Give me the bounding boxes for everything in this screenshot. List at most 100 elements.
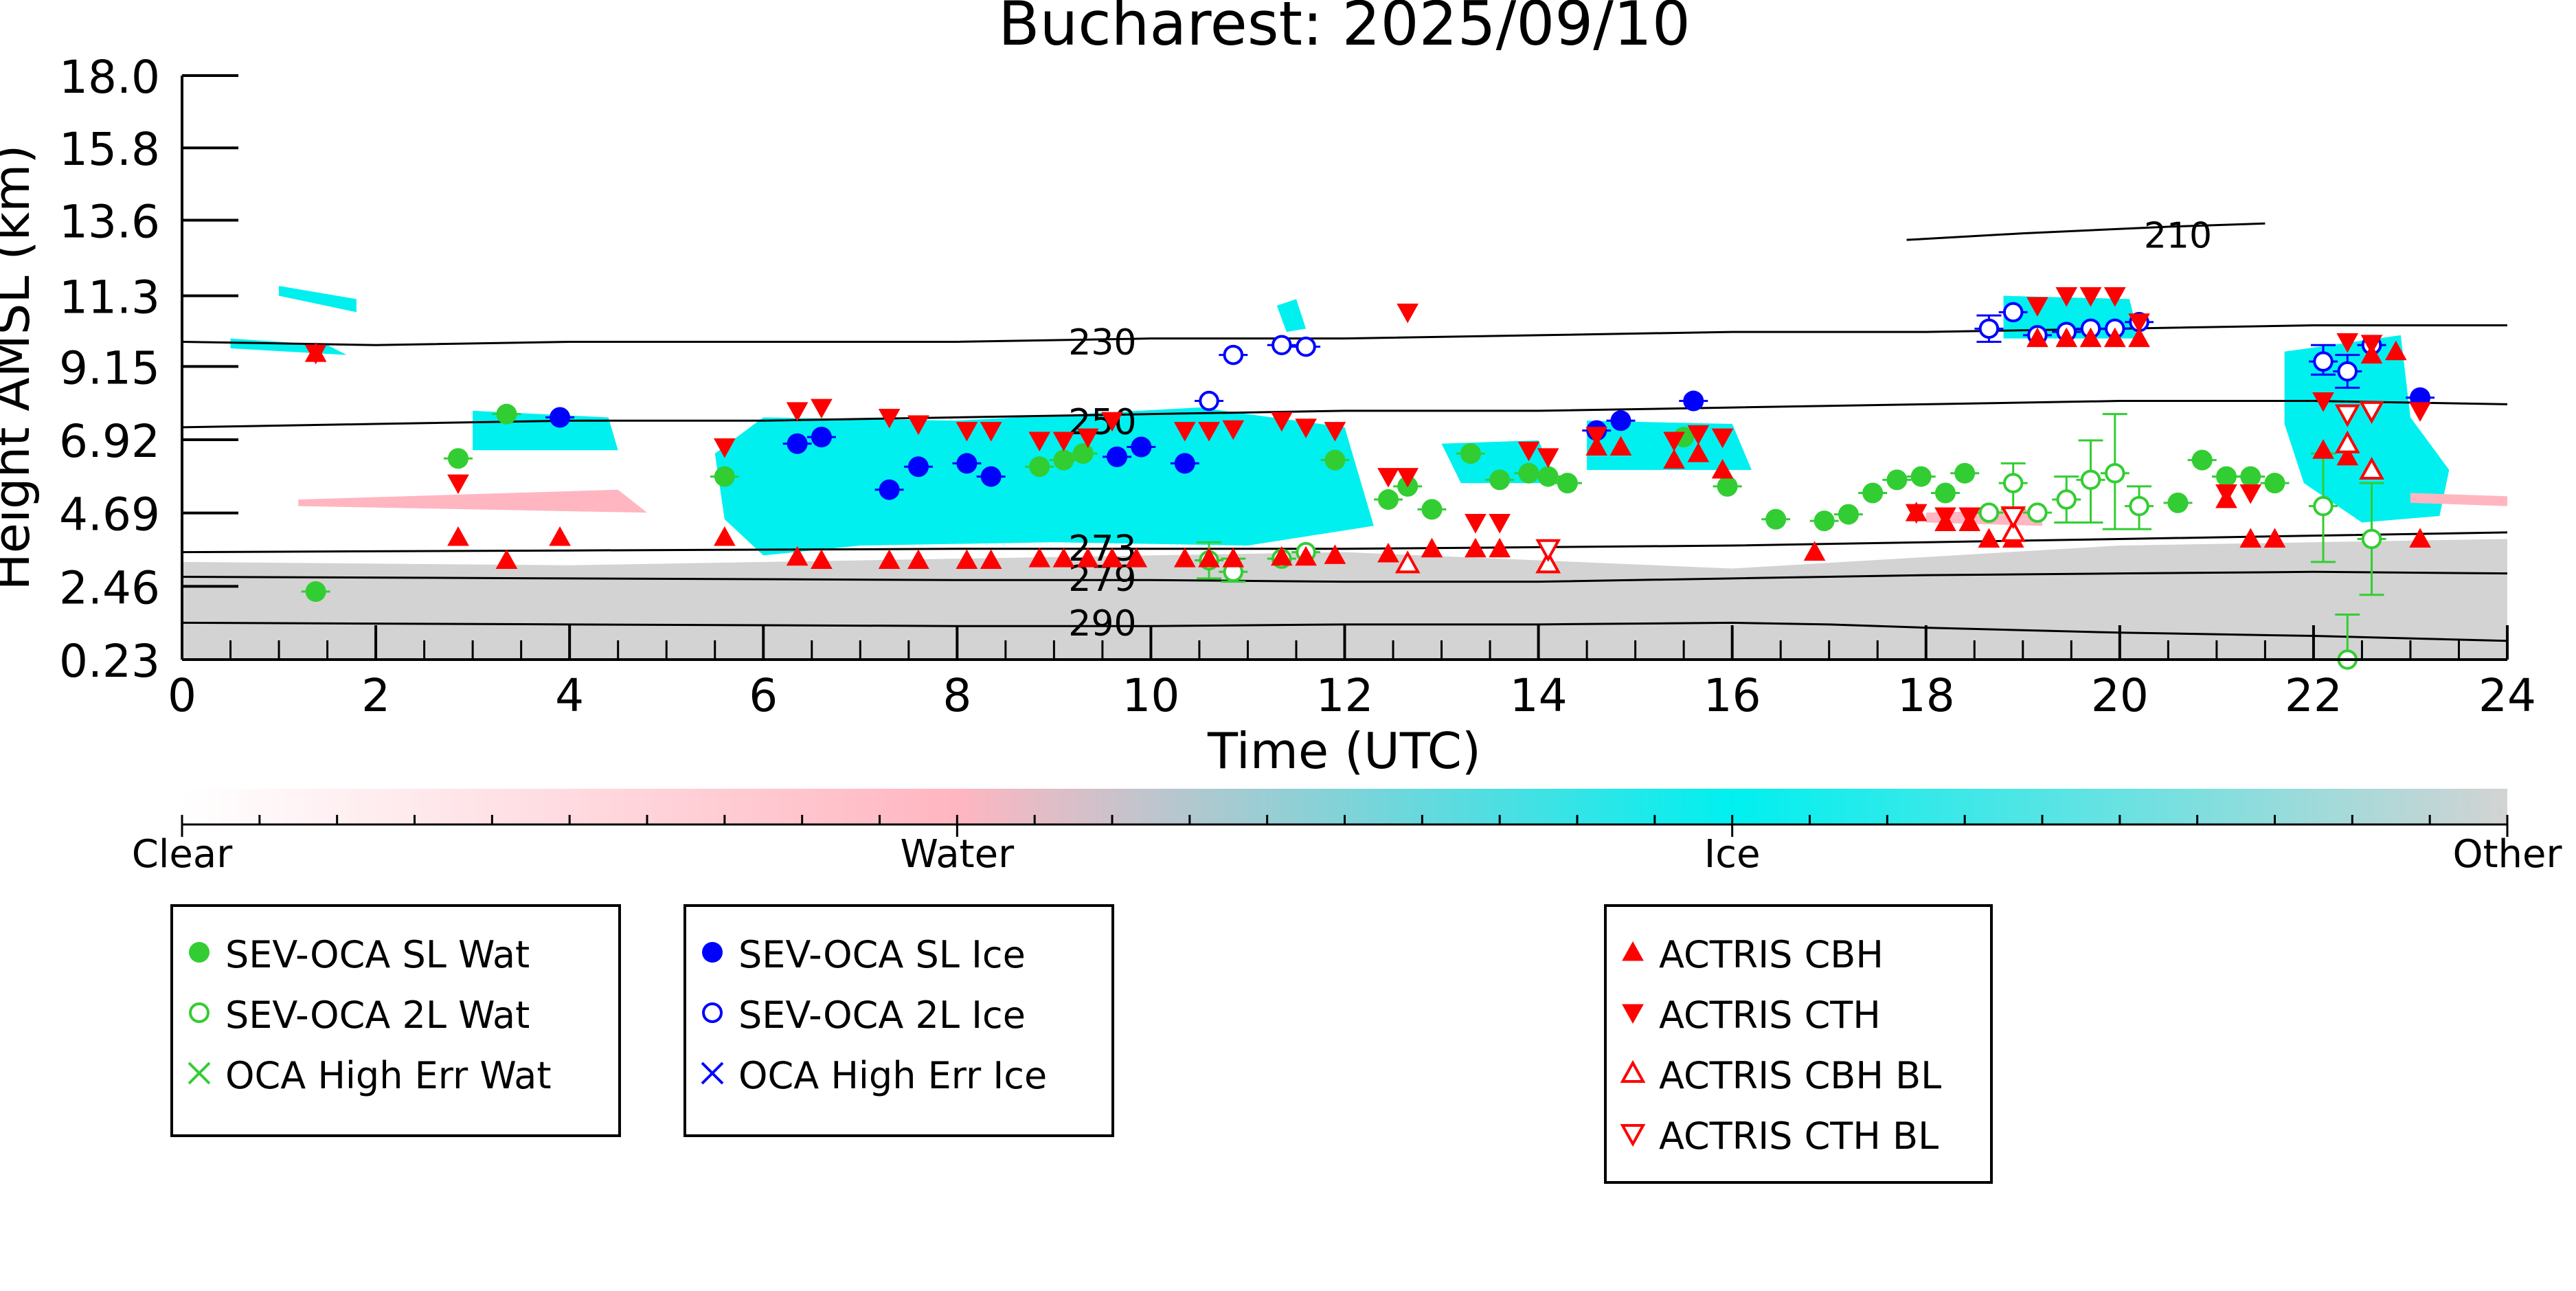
x-tick-label: 2 bbox=[361, 669, 390, 722]
point-sev-oca-2l-wat bbox=[2361, 528, 2382, 550]
point-actris-cth bbox=[1397, 303, 1419, 324]
point-actris-cth bbox=[2215, 484, 2237, 504]
point-actris-cbh bbox=[2128, 327, 2150, 348]
colorbar-label-water: Water bbox=[901, 832, 1015, 877]
point-actris-cbh bbox=[1173, 548, 1196, 568]
point-sev-oca-sl-wat bbox=[1954, 462, 1976, 484]
point-actris-cth-bl bbox=[1535, 539, 1561, 562]
point-actris-cbh bbox=[2263, 528, 2286, 548]
point-sev-oca-sl-wat bbox=[1072, 443, 1094, 464]
cloud-region-ice bbox=[473, 410, 618, 451]
point-actris-cbh bbox=[1295, 546, 1317, 566]
x-tick-label: 20 bbox=[2091, 669, 2149, 722]
legend-box: SEV-OCA SL Ice SEV-OCA 2L Ice OCA High Err… bbox=[683, 904, 1114, 1137]
legend-marker-sev-oca-2l-wat bbox=[189, 1002, 210, 1023]
point-actris-cth bbox=[1270, 412, 1293, 432]
point-sev-oca-2l-wat bbox=[2105, 463, 2125, 484]
point-sev-oca-sl-wat bbox=[1537, 466, 1559, 487]
point-sev-oca-sl-wat bbox=[1518, 462, 1539, 484]
point-sev-oca-sl-ice bbox=[787, 433, 808, 454]
point-sev-oca-sl-wat bbox=[1421, 499, 1443, 520]
point-actris-cbh bbox=[495, 549, 518, 570]
point-actris-cth bbox=[2312, 392, 2334, 412]
legend-box: ACTRIS CBH ACTRIS CTH ACTRIS CBH BL ACTRIS … bbox=[1604, 904, 1993, 1184]
isotherm-label: 290 bbox=[1068, 603, 1136, 644]
x-tick-label: 18 bbox=[1897, 669, 1955, 722]
point-actris-cbh bbox=[1711, 458, 1734, 479]
point-actris-cth bbox=[811, 398, 833, 419]
point-actris-cth bbox=[1397, 468, 1419, 488]
x-tick-label: 24 bbox=[2478, 669, 2536, 722]
point-actris-cth bbox=[1324, 422, 1346, 442]
point-actris-cbh bbox=[1324, 544, 1346, 564]
cloud-region-ice bbox=[1276, 299, 1307, 333]
isotherm-label: 210 bbox=[2144, 215, 2212, 256]
point-sev-oca-2l-ice bbox=[1272, 335, 1292, 355]
point-actris-cth bbox=[2026, 297, 2048, 317]
point-actris-cth bbox=[1465, 514, 1487, 534]
point-actris-cth bbox=[2079, 287, 2102, 307]
point-actris-cbh bbox=[1687, 442, 1710, 462]
point-sev-oca-sl-wat bbox=[1765, 508, 1787, 530]
legend-label: SEV-OCA SL Ice bbox=[738, 933, 1026, 976]
point-actris-cbh-bl bbox=[2000, 519, 2026, 542]
point-sev-oca-2l-ice bbox=[1223, 344, 1244, 366]
point-sev-oca-2l-wat bbox=[2313, 495, 2334, 517]
point-sev-oca-sl-wat bbox=[714, 466, 735, 487]
point-actris-cbh bbox=[2055, 327, 2078, 348]
point-actris-cbh bbox=[1663, 449, 1685, 469]
legend-marker-actris-cth-bl bbox=[1620, 1124, 1646, 1147]
chart-title: Bucharest: 2025/09/10 bbox=[998, 0, 1691, 59]
point-sev-oca-sl-wat bbox=[1324, 449, 1346, 471]
point-sev-oca-sl-ice bbox=[550, 407, 571, 428]
cloud-region-water bbox=[298, 489, 647, 513]
point-sev-oca-sl-wat bbox=[496, 403, 517, 425]
legend-label: OCA High Err Wat bbox=[225, 1054, 552, 1097]
point-actris-cbh bbox=[2312, 439, 2334, 459]
point-actris-cbh bbox=[549, 526, 571, 546]
point-actris-cbh bbox=[2079, 327, 2102, 348]
point-actris-cbh-bl bbox=[2334, 430, 2360, 453]
point-actris-cbh bbox=[907, 549, 929, 570]
point-sev-oca-sl-ice bbox=[956, 453, 978, 474]
point-sev-oca-2l-ice bbox=[1199, 390, 1219, 412]
legend-frame bbox=[170, 904, 621, 1137]
legend-label: ACTRIS CBH bbox=[1659, 933, 1884, 976]
legend-marker-oca-high-err-wat-stroke bbox=[188, 1062, 211, 1085]
point-actris-cbh bbox=[1125, 548, 1148, 568]
point-sev-oca-sl-wat bbox=[1557, 473, 1578, 494]
point-sev-oca-sl-ice bbox=[879, 479, 900, 500]
isotherm-line-273 bbox=[182, 531, 2507, 554]
point-actris-cth bbox=[786, 402, 809, 422]
point-sev-oca-2l-ice bbox=[1978, 318, 2000, 339]
point-sev-oca-sl-ice bbox=[1131, 436, 1152, 458]
y-axis-label: Height AMSL (km) bbox=[0, 145, 41, 591]
point-actris-cth bbox=[1958, 507, 1981, 527]
point-actris-cbh bbox=[1978, 528, 2000, 548]
point-sev-oca-sl-wat bbox=[2167, 492, 2189, 513]
cloud-region-water bbox=[2410, 493, 2507, 506]
point-actris-cbh-bl bbox=[1535, 550, 1561, 574]
legend-label: SEV-OCA 2L Wat bbox=[225, 993, 530, 1037]
y-tick-label: 15.8 bbox=[59, 123, 160, 176]
point-actris-cbh bbox=[1076, 548, 1099, 568]
point-actris-cth bbox=[304, 344, 327, 365]
legend-marker-sev-oca-2l-ice bbox=[702, 1002, 723, 1023]
x-tick-label: 16 bbox=[1704, 669, 1761, 722]
point-actris-cth bbox=[1377, 468, 1399, 488]
point-actris-cth-bl bbox=[2359, 401, 2384, 425]
point-actris-cth bbox=[1687, 425, 1710, 445]
legend-marker-sev-oca-sl-ice bbox=[702, 942, 723, 963]
point-sev-oca-2l-wat bbox=[2056, 489, 2077, 510]
cloud-region-ice bbox=[279, 286, 357, 313]
isotherm-line-230 bbox=[182, 324, 2507, 346]
point-actris-cth bbox=[1711, 428, 1734, 449]
point-actris-cth bbox=[956, 422, 978, 442]
x-tick-label: 6 bbox=[749, 669, 778, 722]
point-actris-cth bbox=[1489, 514, 1511, 534]
point-actris-cbh bbox=[1052, 548, 1075, 568]
legend-marker-actris-cth bbox=[1622, 1004, 1644, 1024]
point-sev-oca-sl-wat bbox=[2191, 449, 2213, 471]
point-sev-oca-sl-wat bbox=[2215, 466, 2237, 487]
point-sev-oca-sl-wat bbox=[1838, 504, 1859, 525]
